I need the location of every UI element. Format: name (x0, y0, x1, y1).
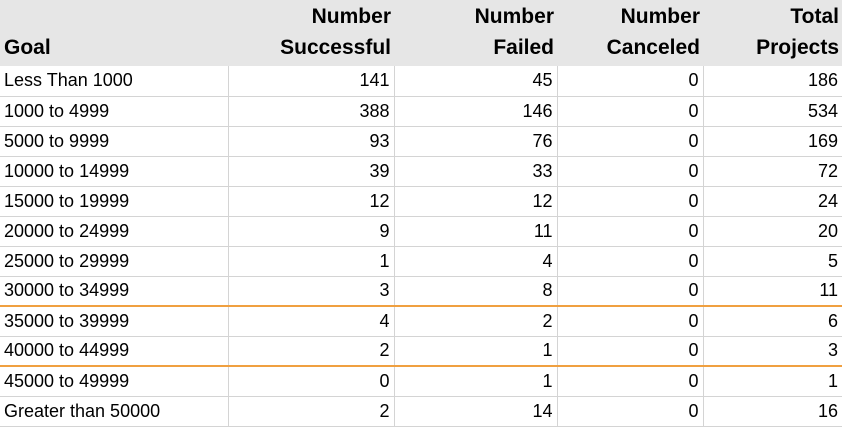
cell-successful[interactable]: 388 (228, 96, 395, 127)
cell-failed[interactable]: 14 (394, 396, 558, 427)
cell-goal[interactable]: 5000 to 9999 (0, 126, 229, 157)
cell-total[interactable]: 11 (703, 276, 842, 307)
table-row: 1000 to 4999 388 146 0 534 (0, 96, 842, 127)
table-row: 35000 to 39999 4 2 0 6 (0, 306, 842, 337)
header-goal[interactable]: Goal (0, 0, 228, 66)
header-successful-line1: Number (311, 5, 391, 28)
cell-goal[interactable]: 35000 to 39999 (0, 306, 229, 337)
cell-failed[interactable]: 76 (394, 126, 558, 157)
table-row: 30000 to 34999 3 8 0 11 (0, 276, 842, 307)
cell-goal[interactable]: 20000 to 24999 (0, 216, 229, 247)
cell-total[interactable]: 16 (703, 396, 842, 427)
cell-total[interactable]: 6 (703, 306, 842, 337)
cell-successful[interactable]: 2 (228, 336, 395, 367)
table-row: 40000 to 44999 2 1 0 3 (0, 336, 842, 367)
cell-goal[interactable]: 10000 to 14999 (0, 156, 229, 187)
cell-total[interactable]: 20 (703, 216, 842, 247)
cell-canceled[interactable]: 0 (557, 366, 704, 397)
cell-canceled[interactable]: 0 (557, 156, 704, 187)
header-number-successful[interactable]: Number Successful (228, 0, 394, 66)
cell-goal[interactable]: 1000 to 4999 (0, 96, 229, 127)
cell-successful[interactable]: 141 (228, 66, 395, 97)
header-canceled-line1: Number (620, 5, 700, 28)
header-canceled-line2: Canceled (606, 36, 700, 59)
cell-total[interactable]: 186 (703, 66, 842, 97)
cell-total[interactable]: 534 (703, 96, 842, 127)
cell-failed[interactable]: 146 (394, 96, 558, 127)
cell-total[interactable]: 5 (703, 246, 842, 277)
cell-total[interactable]: 1 (703, 366, 842, 397)
cell-successful[interactable]: 39 (228, 156, 395, 187)
header-number-failed[interactable]: Number Failed (394, 0, 557, 66)
cell-canceled[interactable]: 0 (557, 216, 704, 247)
table-row: Greater than 50000 2 14 0 16 (0, 396, 842, 427)
cell-canceled[interactable]: 0 (557, 96, 704, 127)
table-row: 10000 to 14999 39 33 0 72 (0, 156, 842, 187)
cell-successful[interactable]: 9 (228, 216, 395, 247)
cell-failed[interactable]: 12 (394, 186, 558, 217)
cell-total[interactable]: 24 (703, 186, 842, 217)
cell-failed[interactable]: 8 (394, 276, 558, 307)
cell-canceled[interactable]: 0 (557, 186, 704, 217)
cell-total[interactable]: 3 (703, 336, 842, 367)
cell-goal[interactable]: Greater than 50000 (0, 396, 229, 427)
cell-total[interactable]: 72 (703, 156, 842, 187)
table-row: 20000 to 24999 9 11 0 20 (0, 216, 842, 247)
cell-canceled[interactable]: 0 (557, 66, 704, 97)
header-row: Goal Number Successful Number Failed Num… (0, 0, 842, 66)
cell-failed[interactable]: 2 (394, 306, 558, 337)
table-row: 5000 to 9999 93 76 0 169 (0, 126, 842, 157)
cell-goal[interactable]: Less Than 1000 (0, 66, 229, 97)
header-failed-line1: Number (474, 5, 554, 28)
header-total-projects[interactable]: Total Projects (703, 0, 842, 66)
cell-successful[interactable]: 3 (228, 276, 395, 307)
cell-goal[interactable]: 40000 to 44999 (0, 336, 229, 367)
cell-successful[interactable]: 1 (228, 246, 395, 277)
cell-successful[interactable]: 2 (228, 396, 395, 427)
cell-goal[interactable]: 45000 to 49999 (0, 366, 229, 397)
header-total-line1: Total (790, 5, 839, 28)
table-row: 25000 to 29999 1 4 0 5 (0, 246, 842, 277)
header-number-canceled[interactable]: Number Canceled (557, 0, 703, 66)
header-goal-line2: Goal (4, 36, 51, 59)
cell-total[interactable]: 169 (703, 126, 842, 157)
cell-failed[interactable]: 1 (394, 366, 558, 397)
table-row: Less Than 1000 141 45 0 186 (0, 66, 842, 97)
cell-goal[interactable]: 30000 to 34999 (0, 276, 229, 307)
cell-failed[interactable]: 33 (394, 156, 558, 187)
cell-successful[interactable]: 0 (228, 366, 395, 397)
cell-goal[interactable]: 15000 to 19999 (0, 186, 229, 217)
table-row: 15000 to 19999 12 12 0 24 (0, 186, 842, 217)
cell-canceled[interactable]: 0 (557, 276, 704, 307)
header-failed-line2: Failed (493, 36, 554, 59)
cell-failed[interactable]: 1 (394, 336, 558, 367)
cell-successful[interactable]: 4 (228, 306, 395, 337)
cell-canceled[interactable]: 0 (557, 306, 704, 337)
cell-canceled[interactable]: 0 (557, 396, 704, 427)
cell-failed[interactable]: 4 (394, 246, 558, 277)
cell-canceled[interactable]: 0 (557, 336, 704, 367)
cell-successful[interactable]: 93 (228, 126, 395, 157)
cell-failed[interactable]: 45 (394, 66, 558, 97)
cell-canceled[interactable]: 0 (557, 126, 704, 157)
cell-canceled[interactable]: 0 (557, 246, 704, 277)
cell-failed[interactable]: 11 (394, 216, 558, 247)
table-row: 45000 to 49999 0 1 0 1 (0, 366, 842, 397)
cell-goal[interactable]: 25000 to 29999 (0, 246, 229, 277)
header-successful-line2: Successful (280, 36, 391, 59)
cell-successful[interactable]: 12 (228, 186, 395, 217)
header-total-line2: Projects (756, 36, 839, 59)
